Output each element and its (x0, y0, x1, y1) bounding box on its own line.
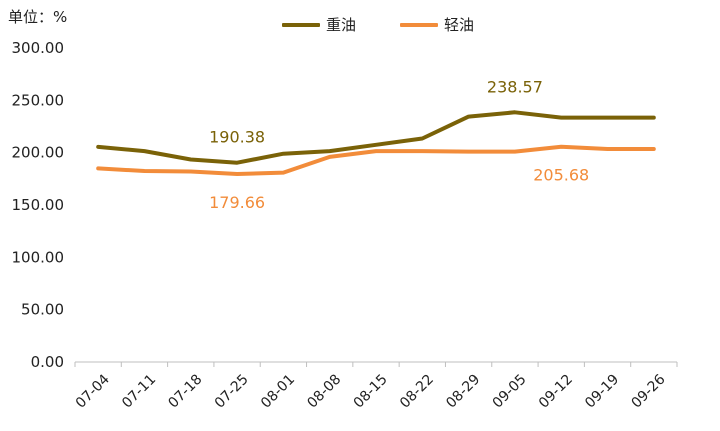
legend-swatch-heavy-oil (281, 22, 320, 27)
x-tick-label: 07-25 (212, 371, 252, 411)
x-tick-label: 09-05 (490, 371, 530, 411)
x-tick-label: 08-08 (304, 371, 344, 411)
legend-label-heavy-oil: 重油 (325, 16, 356, 34)
x-tick-label: 09-26 (629, 371, 669, 411)
data-label: 190.38 (209, 128, 265, 147)
y-tick-label: 100.00 (12, 248, 65, 266)
x-tick-label: 08-29 (443, 371, 483, 411)
data-label: 179.66 (209, 193, 265, 212)
legend-swatch-light-oil (400, 22, 438, 27)
y-tick-label: 50.00 (21, 301, 64, 319)
y-tick-label: 300.00 (12, 39, 65, 57)
x-tick-label: 07-11 (119, 371, 159, 411)
legend-label-light-oil: 轻油 (444, 16, 475, 34)
legend-item-light-oil: 轻油 (400, 14, 474, 35)
y-tick-label: 0.00 (31, 353, 64, 371)
x-tick-label: 09-19 (582, 371, 622, 411)
unit-label: 单位：% (8, 8, 68, 26)
y-tick-label: 250.00 (12, 91, 65, 109)
x-tick-label: 08-22 (397, 371, 437, 411)
legend: 重油 轻油 (0, 14, 720, 35)
legend-item-heavy-oil: 重油 (281, 14, 356, 35)
data-label: 205.68 (533, 166, 589, 185)
series-line-heavy-oil (96, 110, 656, 165)
y-tick-label: 200.00 (12, 144, 65, 162)
series-line-light-oil (96, 144, 656, 176)
data-label: 238.57 (487, 77, 543, 96)
y-tick-label: 150.00 (12, 196, 65, 214)
x-tick-label: 09-12 (536, 371, 576, 411)
x-tick-label: 08-01 (258, 371, 298, 411)
x-tick-label: 08-15 (351, 371, 391, 411)
x-tick-label: 07-04 (73, 371, 113, 411)
x-tick-label: 07-18 (165, 371, 205, 411)
